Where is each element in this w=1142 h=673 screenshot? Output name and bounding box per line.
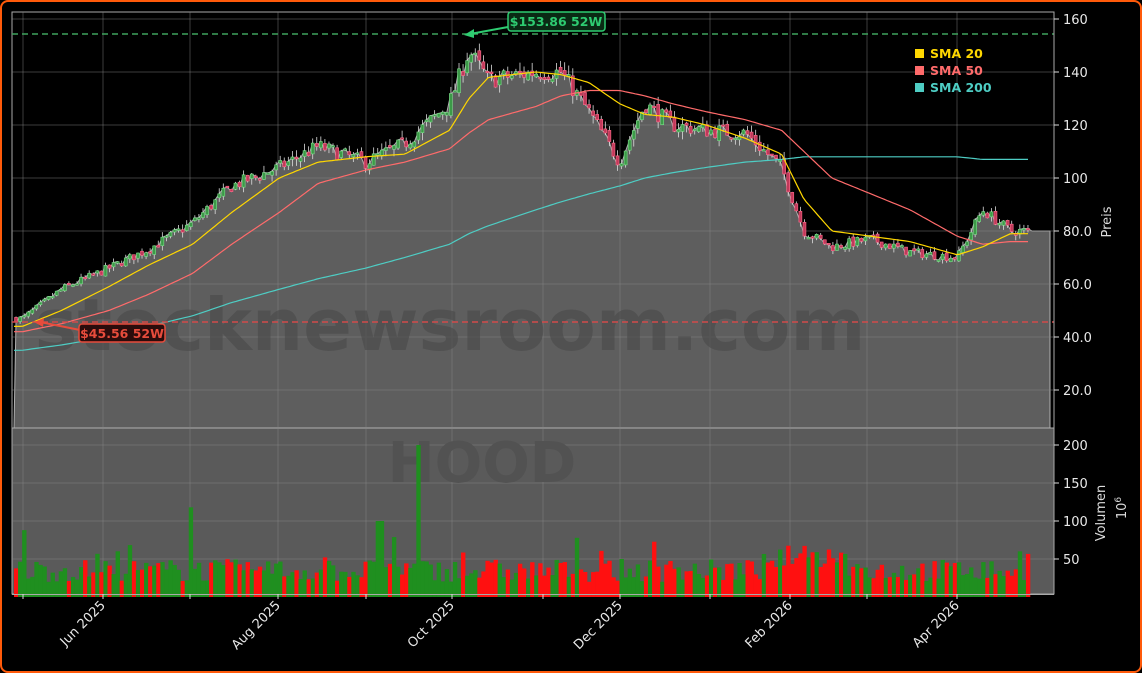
volume-tick-label: 50: [1063, 553, 1080, 568]
low-52w-annotation: $45.56 52W: [34, 318, 166, 343]
candlesticks: [14, 43, 1030, 324]
high-52w-annotation: $153.86 52W: [464, 11, 606, 38]
price-tick-label: 60.0: [1063, 278, 1092, 293]
volume-tick-label: 100: [1063, 515, 1088, 530]
time-tick-label: Feb 2026: [743, 598, 796, 651]
legend-sma20: SMA 20: [930, 46, 983, 61]
price-tick-label: 80.0: [1063, 225, 1092, 240]
sma-lines: [14, 71, 1028, 351]
price-tick-label: 120: [1063, 119, 1088, 134]
legend-swatch-sma200: [915, 83, 924, 92]
arrow-icon: [34, 318, 44, 327]
legend-sma200: SMA 200: [930, 80, 992, 95]
time-tick-label: Oct 2025: [405, 598, 458, 651]
price-tick-label: 140: [1063, 66, 1088, 81]
volume-scale-label: 106: [1114, 497, 1130, 520]
time-tick-label: Dec 2025: [571, 598, 626, 653]
legend-sma50: SMA 50: [930, 63, 983, 78]
legend: SMA 20 SMA 50 SMA 200: [915, 46, 992, 95]
volume-tick-label: 150: [1063, 477, 1088, 492]
legend-swatch-sma20: [915, 49, 924, 58]
time-tick-label: Apr 2026: [910, 598, 963, 651]
volume-tick-label: 200: [1063, 439, 1088, 454]
arrow-icon: [464, 29, 474, 38]
price-tick-label: 100: [1063, 172, 1088, 187]
volume-bars: [12, 445, 1054, 597]
time-tick-label: Aug 2025: [229, 598, 284, 653]
time-axis: Jun 2025 Aug 2025 Oct 2025 Dec 2025 Feb 2026…: [22, 594, 963, 653]
price-axis: 20.0 40.0 60.0 80.0 100 120 140 160: [1053, 12, 1092, 594]
high-52w-label: $153.86 52W: [510, 14, 603, 29]
watermark-ticker: HOOD: [388, 431, 577, 496]
price-tick-label: 40.0: [1063, 331, 1092, 346]
watermark: stocknewsroom.com HOOD: [35, 283, 866, 496]
price-tick-label: 160: [1063, 13, 1088, 28]
price-tick-label: 20.0: [1063, 384, 1092, 399]
legend-swatch-sma50: [915, 66, 924, 75]
volume-axis: 50 100 150 200: [1054, 439, 1088, 568]
grid-lines: [12, 12, 1054, 594]
price-axis-title: Preis: [1100, 206, 1115, 237]
watermark-site: stocknewsroom.com: [35, 283, 866, 367]
low-52w-label: $45.56 52W: [80, 326, 164, 341]
time-tick-label: Jun 2025: [57, 598, 109, 650]
volume-axis-title: Volumen: [1094, 485, 1109, 542]
